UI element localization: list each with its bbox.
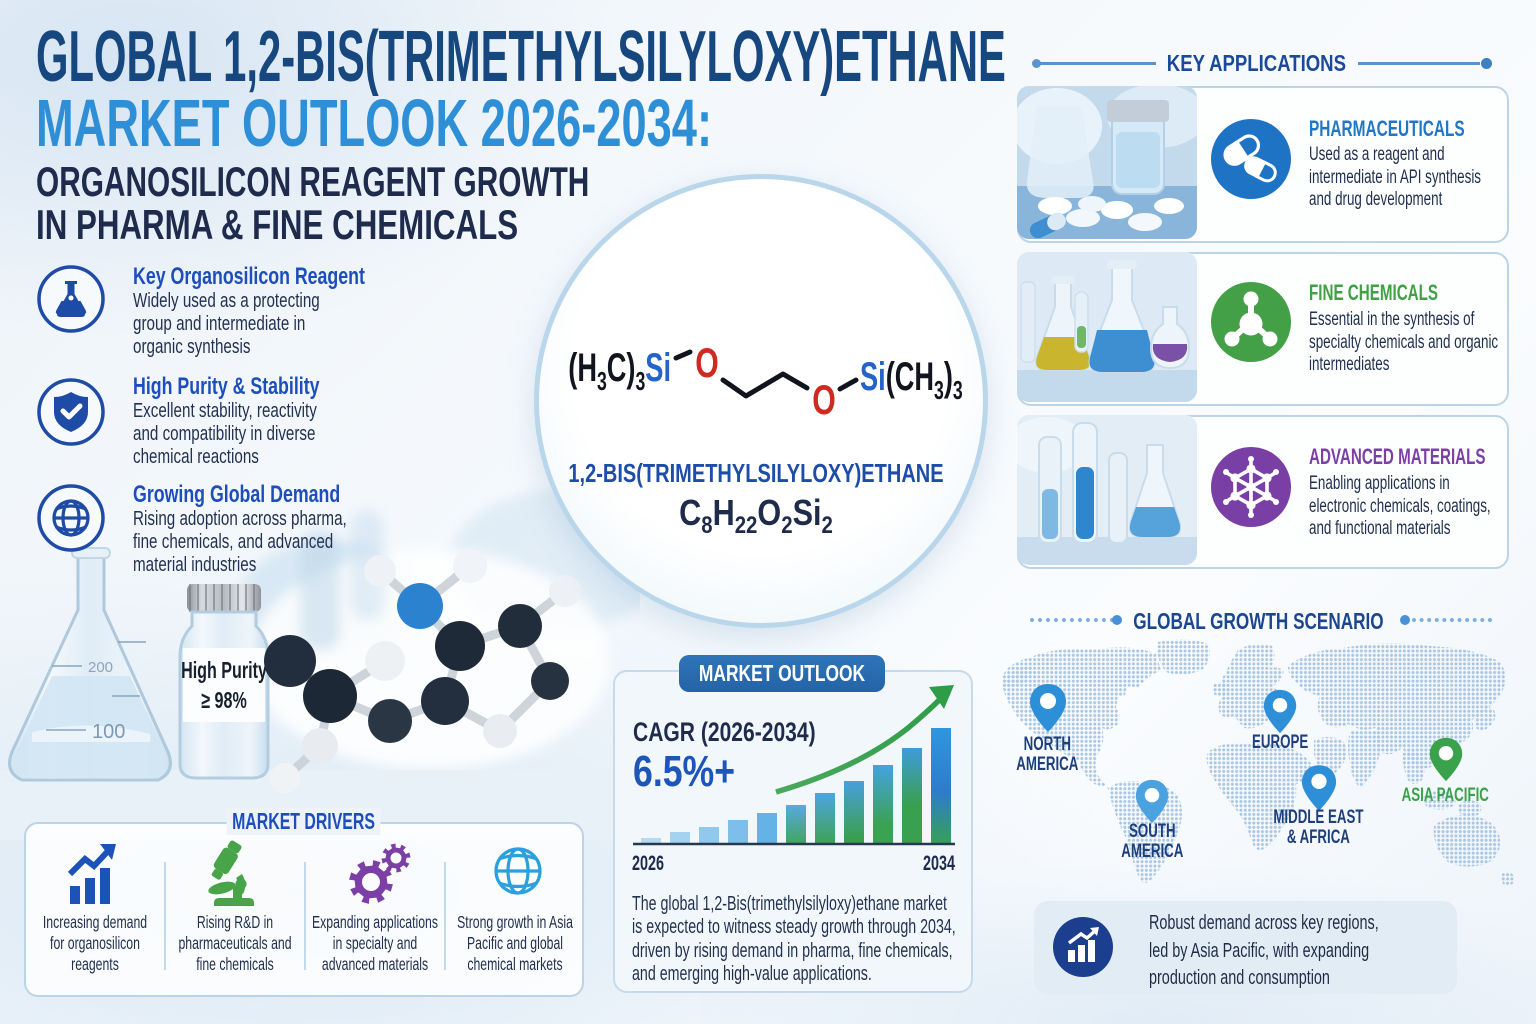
svg-text:200: 200 bbox=[88, 659, 113, 676]
svg-text:100: 100 bbox=[92, 721, 125, 743]
svg-text:(H3C)3Si: (H3C)3Si bbox=[568, 346, 671, 396]
svg-text:Si(CH3)3: Si(CH3)3 bbox=[860, 355, 963, 405]
svg-text:O: O bbox=[695, 339, 719, 386]
svg-text:High Purity: High Purity bbox=[181, 658, 267, 683]
svg-text:O: O bbox=[812, 376, 836, 423]
svg-text:≥ 98%: ≥ 98% bbox=[201, 688, 247, 713]
